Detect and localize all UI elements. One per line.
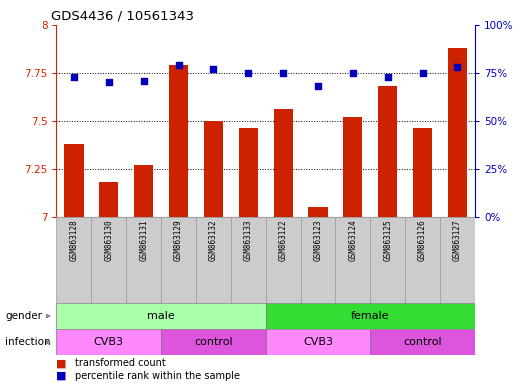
Bar	[56, 217, 92, 303]
Bar	[196, 217, 231, 303]
Text: infection: infection	[5, 337, 51, 347]
Bar	[301, 217, 335, 303]
Text: transformed count: transformed count	[75, 358, 166, 368]
Point	[349, 70, 357, 76]
Text: GSM863130: GSM863130	[104, 219, 113, 261]
Bar	[231, 217, 266, 303]
Text: GSM863132: GSM863132	[209, 219, 218, 261]
Bar	[266, 303, 475, 329]
Bar	[161, 329, 266, 355]
Bar	[448, 48, 467, 217]
Text: GSM863126: GSM863126	[418, 219, 427, 261]
Text: control: control	[403, 337, 442, 347]
Point	[279, 70, 287, 76]
Point	[70, 74, 78, 80]
Text: GSM863127: GSM863127	[453, 219, 462, 261]
Point	[418, 70, 427, 76]
Bar	[99, 182, 118, 217]
Point	[174, 62, 183, 68]
Text: GSM863133: GSM863133	[244, 219, 253, 261]
Bar	[309, 207, 327, 217]
Text: GSM863129: GSM863129	[174, 219, 183, 261]
Bar	[134, 165, 153, 217]
Bar	[413, 128, 432, 217]
Text: GSM863131: GSM863131	[139, 219, 148, 261]
Text: GDS4436 / 10561343: GDS4436 / 10561343	[51, 10, 194, 23]
Text: GSM863123: GSM863123	[313, 219, 323, 261]
Bar	[204, 121, 223, 217]
Text: GSM863124: GSM863124	[348, 219, 357, 261]
Text: percentile rank within the sample: percentile rank within the sample	[75, 371, 240, 381]
Bar	[370, 329, 475, 355]
Text: CVB3: CVB3	[94, 337, 124, 347]
Point	[453, 64, 462, 70]
Text: GSM863122: GSM863122	[279, 219, 288, 261]
Bar	[161, 217, 196, 303]
Bar	[92, 217, 126, 303]
Bar	[64, 144, 84, 217]
Bar	[440, 217, 475, 303]
Bar	[378, 86, 397, 217]
Bar	[126, 217, 161, 303]
Text: ■: ■	[56, 371, 67, 381]
Bar	[370, 217, 405, 303]
Point	[209, 66, 218, 72]
Bar	[266, 217, 301, 303]
Text: CVB3: CVB3	[303, 337, 333, 347]
Text: ■: ■	[56, 358, 67, 368]
Text: gender: gender	[5, 311, 42, 321]
Text: GSM863128: GSM863128	[70, 219, 78, 261]
Bar	[405, 217, 440, 303]
Point	[105, 79, 113, 86]
Point	[314, 83, 322, 89]
Bar	[169, 65, 188, 217]
Bar	[238, 128, 258, 217]
Point	[140, 78, 148, 84]
Bar	[335, 217, 370, 303]
Point	[244, 70, 253, 76]
Point	[383, 74, 392, 80]
Bar	[343, 117, 362, 217]
Bar	[266, 329, 370, 355]
Text: male: male	[147, 311, 175, 321]
Bar	[56, 303, 266, 329]
Bar	[56, 329, 161, 355]
Text: GSM863125: GSM863125	[383, 219, 392, 261]
Text: female: female	[351, 311, 390, 321]
Bar	[274, 109, 293, 217]
Text: control: control	[194, 337, 233, 347]
